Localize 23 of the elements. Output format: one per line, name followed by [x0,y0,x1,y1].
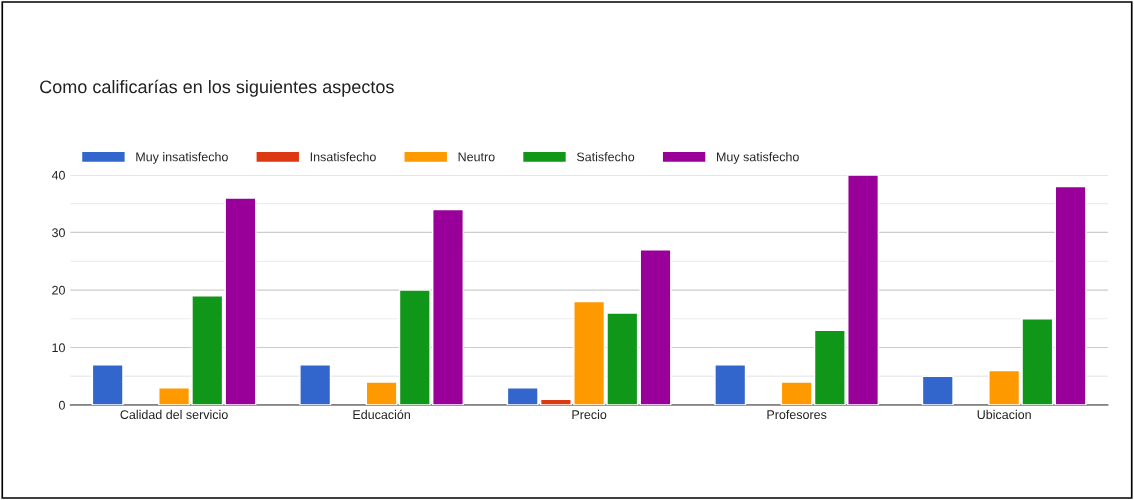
x-tick-label: Profesores [767,409,827,420]
x-tick-label: Precio [572,409,607,420]
legend-label: Muy satisfecho [717,152,799,164]
bar [1054,185,1087,405]
legend-label: Insatisfecho [310,152,376,162]
y-tick-label: 40 [51,170,65,180]
bar [91,364,124,405]
legend-label: Neutro [458,152,495,162]
legend-label: Satisfecho [576,152,635,162]
chart-title: Como calificarías en los siguientes aspectos [40,79,394,97]
y-tick-label: 20 [52,285,65,295]
bar [714,364,747,405]
bar [299,364,332,405]
x-tick-label: Educación [353,409,410,420]
x-tick-label: Calidad del servicio [120,409,228,420]
legend-label: Muy insatisfecho [136,152,228,164]
bar [224,197,257,405]
bar [639,249,672,405]
y-tick-label: 0 [58,400,65,410]
y-tick-label: 30 [52,228,65,238]
x-tick-label: Ubicacion [977,409,1031,420]
bar [921,375,954,405]
y-tick-label: 10 [52,343,65,353]
